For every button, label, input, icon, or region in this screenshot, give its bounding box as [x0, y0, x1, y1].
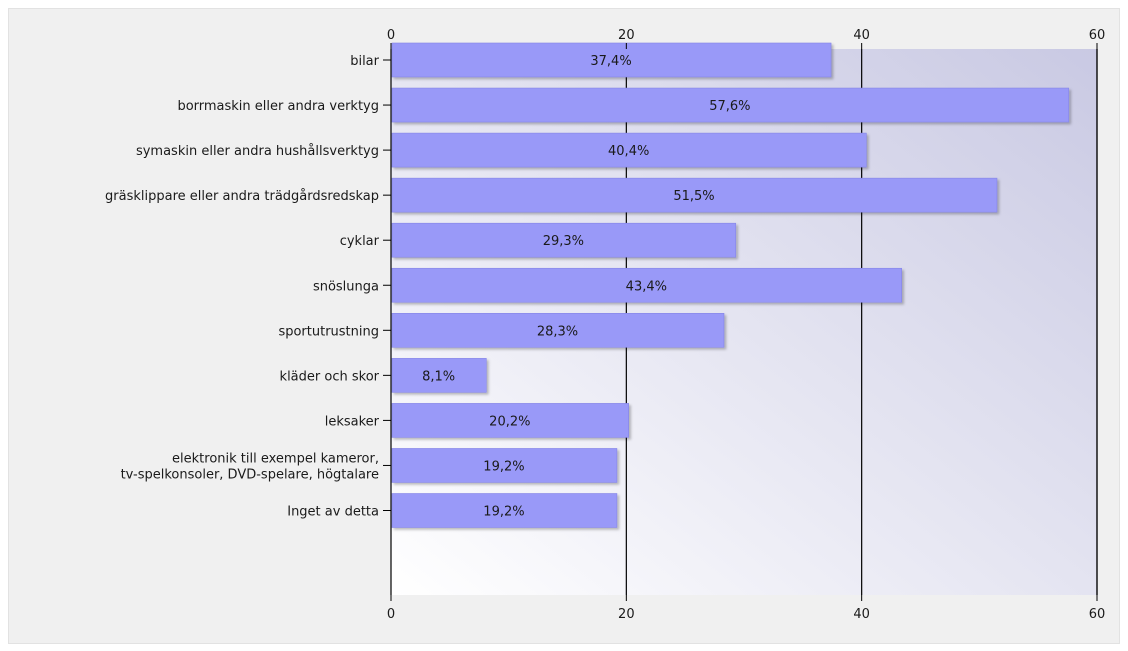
- category-label: elektronik till exempel kameror,: [172, 451, 379, 466]
- bar-value-label: 43,4%: [626, 279, 667, 294]
- bar-value-label: 37,4%: [590, 54, 631, 69]
- bar-value-label: 40,4%: [608, 144, 649, 159]
- bar: [391, 42, 832, 78]
- bar-value-label: 57,6%: [709, 99, 750, 114]
- x-tick-label-top: 60: [1089, 28, 1106, 43]
- bar: [391, 177, 998, 213]
- bar-value-label: 29,3%: [543, 234, 584, 249]
- x-tick-label-bottom: 20: [618, 607, 635, 622]
- category-labels: bilar borrmaskin eller andra verktyg symas…: [105, 54, 380, 520]
- category-label: Inget av detta: [287, 505, 379, 520]
- bar-value-label: 19,2%: [483, 459, 524, 474]
- category-label: gräsklippare eller andra trädgårdsredska…: [105, 189, 379, 204]
- x-tick-label-bottom: 0: [387, 607, 395, 622]
- bar: [391, 493, 618, 528]
- axes: 0 0 20 20 40 40 60 60: [383, 28, 1105, 622]
- category-label: leksaker: [325, 414, 380, 429]
- x-tick-label-top: 40: [853, 28, 870, 43]
- chart-frame: 37,4% 57,6% 40,4% 51,5% 29,3% 43,4% 28,3% 8,1% 2…: [8, 8, 1120, 644]
- x-tick-label-bottom: 40: [853, 607, 870, 622]
- bars: 37,4% 57,6% 40,4% 51,5% 29,3% 43,4% 28,3% 8,1% 2…: [391, 42, 1070, 528]
- category-label: sportutrustning: [278, 324, 379, 339]
- bar: [391, 222, 737, 258]
- category-label: tv-spelkonsoler, DVD-spelare, högtalare: [121, 467, 379, 482]
- bar-chart: 37,4% 57,6% 40,4% 51,5% 29,3% 43,4% 28,3% 8,1% 2…: [105, 28, 1105, 622]
- bar: [391, 267, 902, 303]
- x-tick-label-top: 20: [618, 28, 635, 43]
- category-label: bilar: [350, 54, 379, 69]
- bar-value-label: 28,3%: [537, 324, 578, 339]
- bar-value-label: 51,5%: [673, 189, 714, 204]
- bar-value-label: 19,2%: [483, 505, 524, 520]
- x-tick-label-top: 0: [387, 28, 395, 43]
- bar-value-label: 8,1%: [422, 369, 455, 384]
- category-label: snöslunga: [313, 279, 379, 294]
- bar: [391, 87, 1070, 123]
- category-label: cyklar: [340, 234, 380, 249]
- x-tick-label-bottom: 60: [1089, 607, 1106, 622]
- bar: [391, 132, 867, 168]
- bar: [391, 312, 725, 348]
- category-label: kläder och skor: [280, 369, 380, 384]
- bar: [391, 403, 629, 438]
- bar-value-label: 20,2%: [489, 414, 530, 429]
- bar: [391, 358, 487, 393]
- category-label: borrmaskin eller andra verktyg: [177, 99, 379, 114]
- bar: [391, 448, 618, 483]
- category-label: symaskin eller andra hushållsverktyg: [136, 144, 379, 159]
